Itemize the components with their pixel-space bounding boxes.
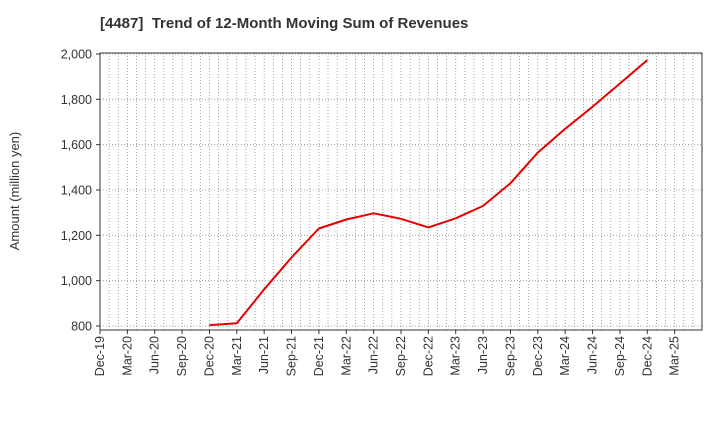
- x-tick-label: Sep-21: [285, 336, 299, 376]
- x-axis: Dec-19 Mar-20 Jun-20 Sep-20 Dec-20 Mar-21 Jun-…: [93, 330, 682, 376]
- y-tick-label: 1,800: [61, 93, 92, 107]
- y-tick-label: 1,000: [61, 274, 92, 288]
- x-tick-label: Jun-24: [586, 336, 600, 374]
- x-tick-label: Dec-20: [202, 336, 216, 376]
- x-tick-label: Sep-22: [394, 336, 408, 376]
- y-tick-label: 2,000: [61, 48, 92, 62]
- x-tick-label: Sep-24: [613, 336, 627, 376]
- series-line: [209, 59, 648, 327]
- x-tick-label: Mar-21: [230, 336, 244, 376]
- y-tick-label: 1,400: [61, 184, 92, 198]
- x-tick-label: Mar-24: [558, 336, 572, 376]
- x-tick-label: Dec-21: [312, 336, 326, 376]
- x-tick-label: Mar-22: [339, 336, 353, 376]
- x-tick-label: Sep-20: [175, 336, 189, 376]
- x-tick-label: Jun-22: [367, 336, 381, 374]
- x-tick-label: Dec-24: [640, 336, 654, 376]
- x-tick-label: Sep-23: [503, 336, 517, 376]
- x-tick-label: Mar-20: [120, 336, 134, 376]
- y-tick-label: 1,200: [61, 229, 92, 243]
- x-tick-label: Jun-23: [476, 336, 490, 374]
- y-tick-label: 1,600: [61, 138, 92, 152]
- x-tick-label: Dec-23: [531, 336, 545, 376]
- x-tick-label: Dec-19: [93, 336, 107, 376]
- series-layer: [209, 59, 648, 327]
- gridlines: [100, 53, 702, 330]
- y-axis-label: Amount (million yen): [7, 132, 22, 251]
- y-axis: 800 1,000 1,200 1,400 1,600 1,800 2,000: [61, 48, 100, 334]
- x-tick-label: Mar-23: [449, 336, 463, 376]
- x-tick-label: Jun-21: [257, 336, 271, 374]
- x-tick-label: Mar-25: [668, 336, 682, 376]
- x-tick-label: Dec-22: [421, 336, 435, 376]
- chart-title: [4487] Trend of 12-Month Moving Sum of R…: [100, 15, 469, 32]
- y-tick-label: 800: [71, 320, 92, 334]
- x-tick-label: Jun-20: [148, 336, 162, 374]
